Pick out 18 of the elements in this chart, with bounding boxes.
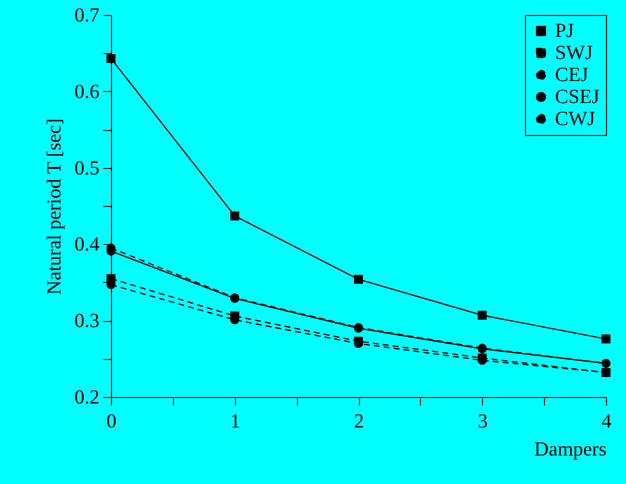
y-tick-label: 0.3 — [74, 310, 100, 332]
x-tick-label: 1 — [230, 410, 240, 432]
y-tick-label: 0.4 — [74, 234, 100, 256]
x-axis-title: Dampers — [534, 438, 607, 460]
x-tick-label: 4 — [602, 410, 612, 432]
y-tick-label: 0.5 — [74, 157, 100, 180]
legend-label: SWJ — [555, 42, 593, 64]
legend-label: CEJ — [555, 64, 589, 86]
y-axis-title: Natural period T [sec] — [44, 118, 66, 295]
legend-label: CSEJ — [555, 86, 600, 108]
y-tick-label: 0.2 — [74, 386, 100, 408]
legend-label: PJ — [555, 20, 574, 42]
legend-label: CWJ — [555, 108, 596, 130]
x-tick-label: 2 — [354, 410, 364, 432]
y-tick-label: 0.7 — [74, 4, 100, 26]
x-tick-label: 0 — [106, 410, 116, 432]
y-tick-label: 0.6 — [74, 80, 100, 103]
x-tick-label: 3 — [478, 410, 488, 432]
